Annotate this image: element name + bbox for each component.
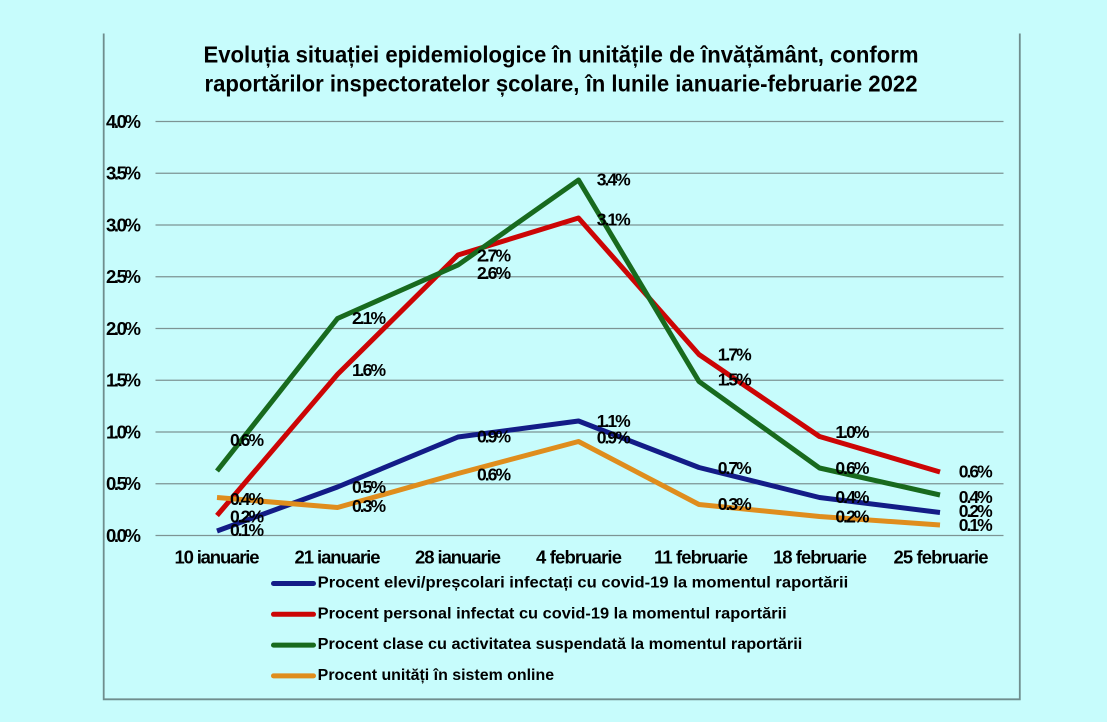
svg-text:4 februarie: 4 februarie <box>536 546 622 567</box>
svg-text:0.1%: 0.1% <box>959 515 993 535</box>
svg-text:0.6%: 0.6% <box>477 464 511 484</box>
svg-text:3.1%: 3.1% <box>597 209 631 229</box>
svg-text:2.0%: 2.0% <box>106 318 141 339</box>
svg-text:0.4%: 0.4% <box>959 487 993 507</box>
svg-text:raportărilor inspectoratelor ș: raportărilor inspectoratelor școlare, în… <box>205 71 918 98</box>
svg-text:0.0%: 0.0% <box>106 525 141 546</box>
svg-text:0.7%: 0.7% <box>718 458 752 478</box>
svg-text:3.4%: 3.4% <box>597 170 631 190</box>
svg-text:1.0%: 1.0% <box>835 422 869 442</box>
svg-text:0.4%: 0.4% <box>835 487 869 507</box>
svg-text:0.2%: 0.2% <box>835 506 869 526</box>
svg-text:0.1%: 0.1% <box>230 520 264 540</box>
svg-text:1.0%: 1.0% <box>106 421 141 442</box>
svg-text:0.5%: 0.5% <box>106 473 141 494</box>
svg-text:21 ianuarie: 21 ianuarie <box>295 546 381 567</box>
svg-text:0.2%: 0.2% <box>230 507 264 527</box>
svg-text:0.4%: 0.4% <box>230 489 264 509</box>
svg-text:0.2%: 0.2% <box>959 501 993 521</box>
svg-text:2.6%: 2.6% <box>477 263 511 283</box>
svg-text:Procent personal infectat cu c: Procent personal infectat cu covid-19 la… <box>318 605 787 622</box>
svg-text:0.3%: 0.3% <box>718 494 752 514</box>
svg-text:Procent clase cu activitatea s: Procent clase cu activitatea suspendată … <box>318 636 803 653</box>
svg-text:0.6%: 0.6% <box>230 430 264 450</box>
svg-text:0.6%: 0.6% <box>959 462 993 482</box>
svg-text:Evoluția situației epidemiolog: Evoluția situației epidemiologice în uni… <box>204 42 919 69</box>
svg-text:0.9%: 0.9% <box>597 427 631 447</box>
svg-text:18 februarie: 18 februarie <box>773 546 867 567</box>
svg-text:2.7%: 2.7% <box>477 245 511 265</box>
svg-text:1.7%: 1.7% <box>718 345 752 365</box>
svg-text:10 ianuarie: 10 ianuarie <box>175 546 260 567</box>
svg-text:0.6%: 0.6% <box>835 458 869 478</box>
svg-text:1.1%: 1.1% <box>597 411 631 431</box>
svg-text:3.5%: 3.5% <box>106 163 141 184</box>
svg-text:2.1%: 2.1% <box>352 308 386 328</box>
svg-text:28 ianuarie: 28 ianuarie <box>415 546 501 567</box>
svg-text:Procent unități în sistem onli: Procent unități în sistem online <box>318 667 555 684</box>
svg-text:1.6%: 1.6% <box>352 360 386 380</box>
svg-text:0.3%: 0.3% <box>352 496 386 516</box>
svg-text:Procent elevi/preșcolari infec: Procent elevi/preșcolari infectați cu co… <box>318 575 849 592</box>
svg-text:4.0%: 4.0% <box>106 111 141 132</box>
svg-text:0.9%: 0.9% <box>477 427 511 447</box>
svg-text:0.5%: 0.5% <box>352 477 386 497</box>
svg-text:11 februarie: 11 februarie <box>654 546 748 567</box>
svg-text:1.5%: 1.5% <box>106 370 141 391</box>
svg-text:25 februarie: 25 februarie <box>894 546 989 567</box>
svg-text:1.5%: 1.5% <box>718 370 752 390</box>
svg-text:3.0%: 3.0% <box>106 214 141 235</box>
svg-text:2.5%: 2.5% <box>106 266 141 287</box>
